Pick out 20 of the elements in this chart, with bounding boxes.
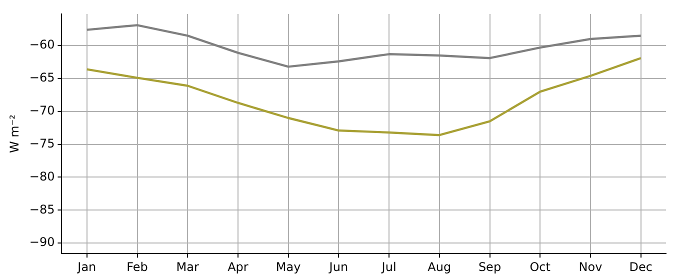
x-tick-label: Aug [428,260,452,274]
x-tick-label: Jan [76,260,96,274]
y-tick-label: −85 [29,202,55,216]
y-tick-label: −70 [29,104,55,118]
x-tick-label: Sep [478,260,502,274]
x-tick-label: Dec [629,260,652,274]
y-axis-title: W m⁻² [7,114,22,154]
x-tick-label: Mar [176,260,199,274]
y-tick-label: −75 [29,136,55,150]
x-tick-label: Oct [530,260,551,274]
y-tick-label: −80 [29,169,55,184]
x-tick-label: Apr [228,260,248,274]
y-tick-label: −90 [29,235,55,250]
y-tick-label: −65 [29,70,55,85]
x-tick-label: Nov [578,260,602,274]
x-tick-label: May [276,260,301,274]
x-tick-label: Jul [380,260,396,274]
x-tick-label: Jun [328,260,348,274]
y-tick-label: −60 [29,38,55,52]
x-tick-label: Feb [126,260,148,274]
